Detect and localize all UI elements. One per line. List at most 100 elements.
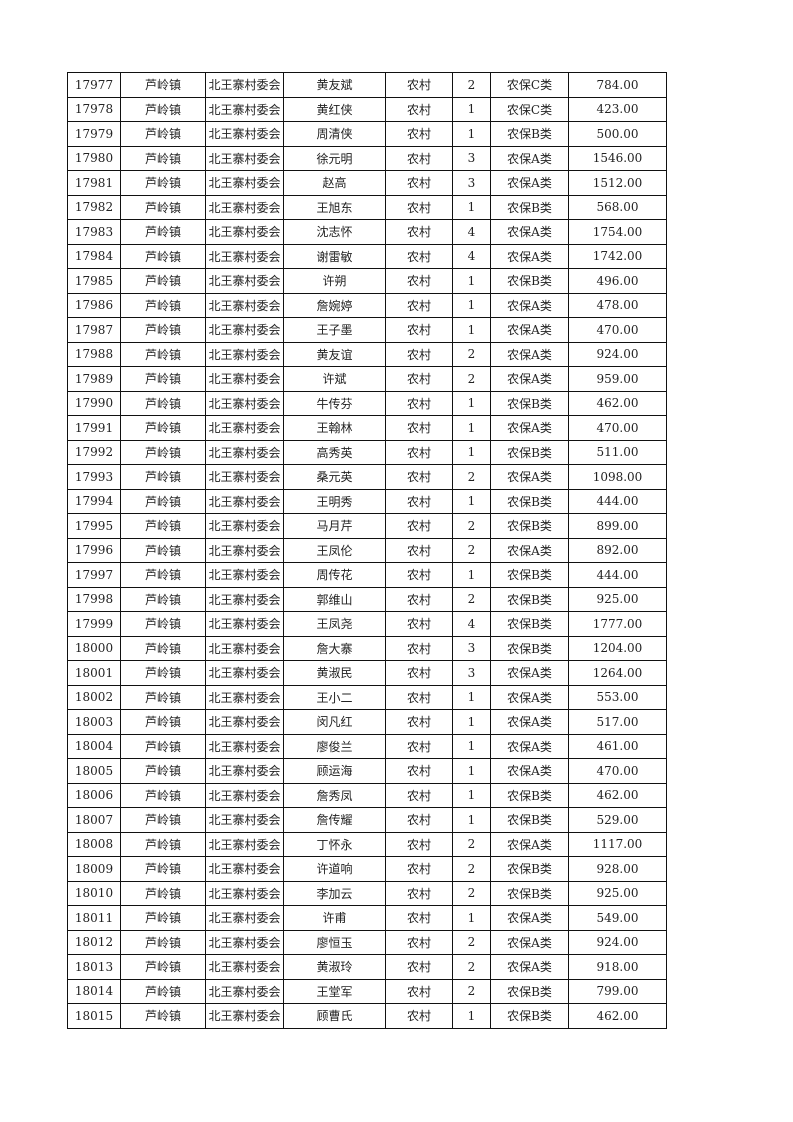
cell-amount: 784.00 bbox=[568, 72, 667, 98]
cell-amount: 924.00 bbox=[568, 341, 667, 367]
cell-amount: 1117.00 bbox=[568, 831, 667, 857]
cell-village: 北王寨村委会 bbox=[205, 537, 284, 563]
cell-town: 芦岭镇 bbox=[120, 341, 206, 367]
cell-id: 18000 bbox=[67, 635, 121, 661]
cell-name: 李加云 bbox=[283, 880, 386, 906]
cell-type: 农村 bbox=[385, 243, 453, 269]
cell-amount: 462.00 bbox=[568, 390, 667, 416]
cell-type: 农村 bbox=[385, 488, 453, 514]
cell-name: 詹大寨 bbox=[283, 635, 386, 661]
cell-id: 17997 bbox=[67, 562, 121, 588]
cell-id: 18008 bbox=[67, 831, 121, 857]
cell-town: 芦岭镇 bbox=[120, 611, 206, 637]
cell-count: 3 bbox=[452, 660, 491, 686]
cell-amount: 517.00 bbox=[568, 709, 667, 735]
table-row: 17985 芦岭镇 北王寨村委会 许朔 农村 1 农保B类 496.00 bbox=[67, 268, 667, 294]
cell-name: 詹秀凤 bbox=[283, 782, 386, 808]
cell-count: 2 bbox=[452, 513, 491, 539]
cell-count: 1 bbox=[452, 684, 491, 710]
cell-amount: 1264.00 bbox=[568, 660, 667, 686]
cell-id: 17993 bbox=[67, 464, 121, 490]
cell-amount: 892.00 bbox=[568, 537, 667, 563]
cell-name: 高秀英 bbox=[283, 439, 386, 465]
cell-village: 北王寨村委会 bbox=[205, 317, 284, 343]
cell-id: 17996 bbox=[67, 537, 121, 563]
cell-village: 北王寨村委会 bbox=[205, 660, 284, 686]
cell-town: 芦岭镇 bbox=[120, 905, 206, 931]
cell-category: 农保B类 bbox=[490, 856, 569, 882]
cell-type: 农村 bbox=[385, 586, 453, 612]
cell-amount: 1204.00 bbox=[568, 635, 667, 661]
cell-id: 17989 bbox=[67, 366, 121, 392]
cell-type: 农村 bbox=[385, 709, 453, 735]
cell-id: 18004 bbox=[67, 733, 121, 759]
cell-id: 18011 bbox=[67, 905, 121, 931]
cell-name: 沈志怀 bbox=[283, 219, 386, 245]
cell-name: 桑元英 bbox=[283, 464, 386, 490]
cell-town: 芦岭镇 bbox=[120, 390, 206, 416]
table-row: 17979 芦岭镇 北王寨村委会 周清侠 农村 1 农保B类 500.00 bbox=[67, 121, 667, 147]
table-row: 18013 芦岭镇 北王寨村委会 黄淑玲 农村 2 农保A类 918.00 bbox=[67, 954, 667, 980]
table-row: 17998 芦岭镇 北王寨村委会 郭维山 农村 2 农保B类 925.00 bbox=[67, 586, 667, 612]
cell-count: 1 bbox=[452, 807, 491, 833]
cell-category: 农保B类 bbox=[490, 782, 569, 808]
cell-category: 农保A类 bbox=[490, 831, 569, 857]
cell-village: 北王寨村委会 bbox=[205, 733, 284, 759]
cell-count: 2 bbox=[452, 341, 491, 367]
cell-village: 北王寨村委会 bbox=[205, 219, 284, 245]
cell-town: 芦岭镇 bbox=[120, 733, 206, 759]
cell-type: 农村 bbox=[385, 562, 453, 588]
cell-count: 2 bbox=[452, 72, 491, 98]
cell-category: 农保A类 bbox=[490, 341, 569, 367]
cell-town: 芦岭镇 bbox=[120, 415, 206, 441]
table-row: 18011 芦岭镇 北王寨村委会 许甫 农村 1 农保A类 549.00 bbox=[67, 905, 667, 931]
cell-name: 郭维山 bbox=[283, 586, 386, 612]
cell-village: 北王寨村委会 bbox=[205, 586, 284, 612]
cell-type: 农村 bbox=[385, 684, 453, 710]
cell-village: 北王寨村委会 bbox=[205, 341, 284, 367]
table-row: 17984 芦岭镇 北王寨村委会 谢雷敏 农村 4 农保A类 1742.00 bbox=[67, 243, 667, 269]
cell-type: 农村 bbox=[385, 807, 453, 833]
cell-town: 芦岭镇 bbox=[120, 562, 206, 588]
cell-village: 北王寨村委会 bbox=[205, 562, 284, 588]
cell-count: 1 bbox=[452, 292, 491, 318]
cell-category: 农保A类 bbox=[490, 415, 569, 441]
cell-village: 北王寨村委会 bbox=[205, 905, 284, 931]
cell-count: 1 bbox=[452, 194, 491, 220]
cell-name: 顾曹氏 bbox=[283, 1003, 386, 1029]
cell-town: 芦岭镇 bbox=[120, 121, 206, 147]
cell-amount: 1754.00 bbox=[568, 219, 667, 245]
cell-category: 农保A类 bbox=[490, 733, 569, 759]
table-row: 17987 芦岭镇 北王寨村委会 王子墨 农村 1 农保A类 470.00 bbox=[67, 317, 667, 343]
cell-amount: 511.00 bbox=[568, 439, 667, 465]
table-row: 17989 芦岭镇 北王寨村委会 许斌 农村 2 农保A类 959.00 bbox=[67, 366, 667, 392]
cell-type: 农村 bbox=[385, 513, 453, 539]
cell-count: 3 bbox=[452, 635, 491, 661]
cell-town: 芦岭镇 bbox=[120, 954, 206, 980]
cell-count: 2 bbox=[452, 856, 491, 882]
cell-town: 芦岭镇 bbox=[120, 96, 206, 122]
cell-type: 农村 bbox=[385, 145, 453, 171]
cell-amount: 799.00 bbox=[568, 978, 667, 1004]
table-row: 18007 芦岭镇 北王寨村委会 詹传耀 农村 1 农保B类 529.00 bbox=[67, 807, 667, 833]
table-row: 17978 芦岭镇 北王寨村委会 黄红侠 农村 1 农保C类 423.00 bbox=[67, 96, 667, 122]
cell-category: 农保A类 bbox=[490, 243, 569, 269]
cell-category: 农保B类 bbox=[490, 611, 569, 637]
cell-village: 北王寨村委会 bbox=[205, 880, 284, 906]
cell-name: 王明秀 bbox=[283, 488, 386, 514]
cell-type: 农村 bbox=[385, 194, 453, 220]
cell-type: 农村 bbox=[385, 415, 453, 441]
cell-amount: 461.00 bbox=[568, 733, 667, 759]
cell-id: 18013 bbox=[67, 954, 121, 980]
cell-amount: 1512.00 bbox=[568, 170, 667, 196]
cell-town: 芦岭镇 bbox=[120, 1003, 206, 1029]
table-row: 18003 芦岭镇 北王寨村委会 闵凡红 农村 1 农保A类 517.00 bbox=[67, 709, 667, 735]
table-row: 17992 芦岭镇 北王寨村委会 高秀英 农村 1 农保B类 511.00 bbox=[67, 439, 667, 465]
cell-amount: 928.00 bbox=[568, 856, 667, 882]
cell-count: 2 bbox=[452, 537, 491, 563]
cell-amount: 568.00 bbox=[568, 194, 667, 220]
cell-id: 17990 bbox=[67, 390, 121, 416]
cell-village: 北王寨村委会 bbox=[205, 1003, 284, 1029]
cell-village: 北王寨村委会 bbox=[205, 243, 284, 269]
cell-amount: 1546.00 bbox=[568, 145, 667, 171]
